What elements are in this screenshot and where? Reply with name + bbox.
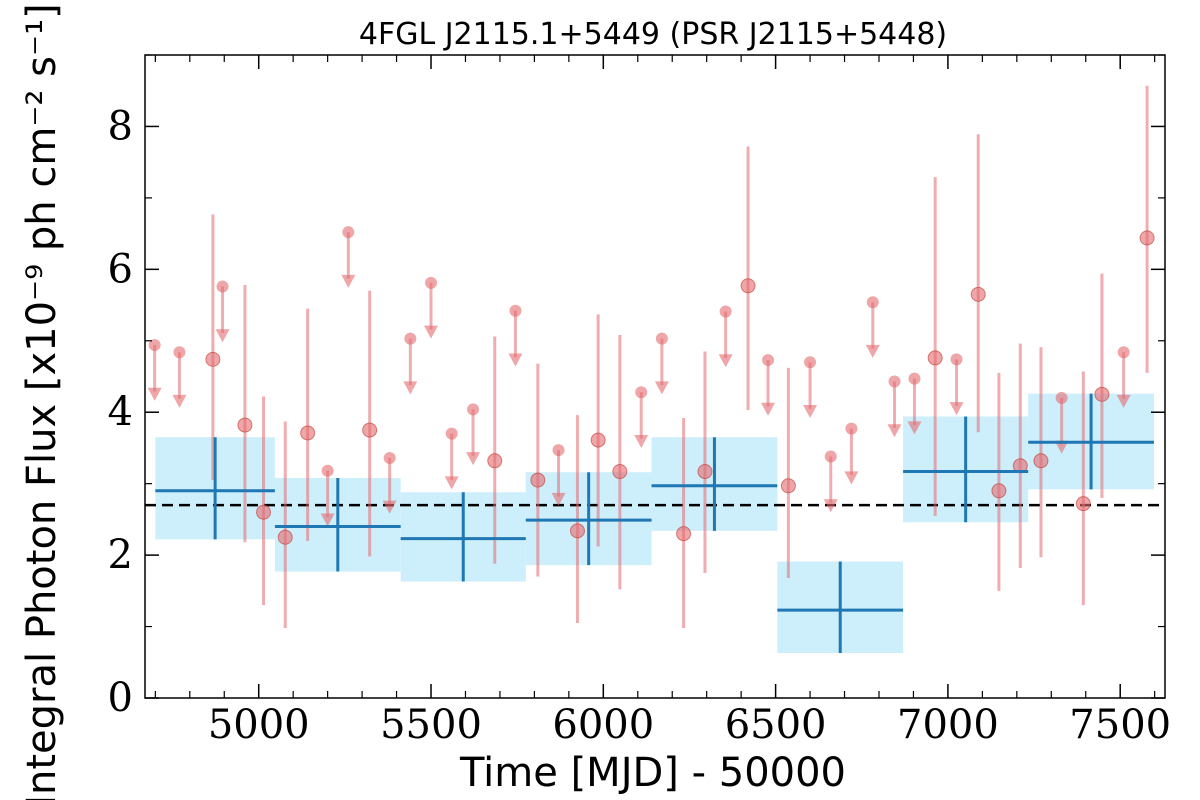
short-bin-points (205, 230, 1155, 545)
upper-limit-arrow-24 (1116, 394, 1131, 408)
short-bin-point-15 (927, 350, 943, 366)
axes-frame (144, 54, 1166, 699)
short-bin-point-2 (256, 504, 272, 520)
short-bin-point-10 (612, 464, 628, 480)
upper-limit-arrow-20 (887, 424, 902, 438)
short-bin-point-9 (590, 432, 606, 448)
y-tick-label-3: 6 (108, 246, 133, 292)
upper-limit-arrow-18 (844, 471, 859, 485)
upper-limit-arrow-14 (718, 354, 733, 368)
upper-limit-arrow-21 (907, 421, 922, 435)
short-bin-point-8 (569, 523, 585, 539)
upper-limit-arrow-23 (1054, 440, 1069, 454)
upper-limit-arrow-11 (551, 492, 566, 506)
x-tick-label-5: 7500 (1069, 702, 1171, 748)
chart-title: 4FGL J2115.1+5449 (PSR J2115+5448) (359, 17, 947, 52)
short-bin-point-14 (780, 478, 796, 494)
short-bin-point-21 (1094, 386, 1110, 402)
upper-limit-arrow-4 (341, 274, 356, 288)
y-tick-label-4: 8 (108, 103, 133, 149)
short-bin-point-13 (740, 278, 756, 294)
short-bin-point-0 (205, 351, 221, 367)
long-bin-lines (155, 393, 1154, 653)
upper-limit-arrow-12 (634, 434, 649, 448)
short-bin-point-7 (530, 472, 546, 488)
short-bin-point-3 (277, 529, 293, 545)
y-axis-title: Integral Photon Flux [x10⁻⁹ ph cm⁻² s⁻¹] (19, 3, 65, 800)
short-bin-point-5 (362, 422, 378, 438)
short-bin-point-20 (1075, 496, 1091, 512)
short-bin-point-19 (1033, 453, 1049, 469)
x-tick-label-0: 5000 (208, 702, 310, 748)
short-bin-point-6 (487, 453, 503, 469)
upper-limit-arrow-8 (444, 476, 459, 490)
x-axis-title: Time [MJD] - 50000 (459, 750, 846, 796)
upper-limit-arrow-6 (403, 381, 418, 395)
short-bin-point-22 (1139, 230, 1155, 246)
short-bin-point-4 (300, 425, 316, 441)
upper-limit-arrow-1 (172, 394, 187, 408)
upper-limit-arrow-19 (865, 344, 880, 358)
upper-limit-arrow-7 (424, 325, 439, 339)
upper-limit-arrow-10 (508, 353, 523, 367)
short-bin-point-1 (237, 417, 253, 433)
y-tick-label-1: 2 (108, 532, 133, 578)
short-bin-point-11 (676, 526, 692, 542)
y-tick-label-2: 4 (108, 389, 133, 435)
upper-limit-arrow-13 (654, 381, 669, 395)
upper-limit-arrow-17 (823, 499, 838, 513)
short-bin-point-16 (970, 286, 986, 302)
y-tick-label-0: 0 (108, 675, 133, 721)
upper-limit-arrow-0 (147, 387, 162, 401)
plot-frame (144, 54, 1166, 699)
x-tick-label-3: 6500 (725, 702, 827, 748)
upper-limit-arrow-5 (382, 500, 397, 514)
short-bin-point-12 (697, 464, 713, 480)
upper-limit-arrow-2 (215, 329, 230, 343)
upper-limit-arrow-3 (320, 513, 335, 527)
upper-limit-arrow-9 (466, 452, 481, 466)
x-tick-label-1: 5500 (380, 702, 482, 748)
upper-limit-arrow-15 (761, 402, 776, 416)
axis-ticks: 5000 5500 6000 6500 7000 7500 0 2 4 6 8 (108, 54, 1171, 748)
x-tick-label-4: 7000 (897, 702, 999, 748)
upper-limit-arrows (147, 226, 1131, 527)
upper-limit-arrow-16 (803, 404, 818, 418)
upper-limit-arrow-22 (949, 402, 964, 416)
x-tick-label-2: 6000 (552, 702, 654, 748)
short-bin-point-17 (991, 483, 1007, 499)
